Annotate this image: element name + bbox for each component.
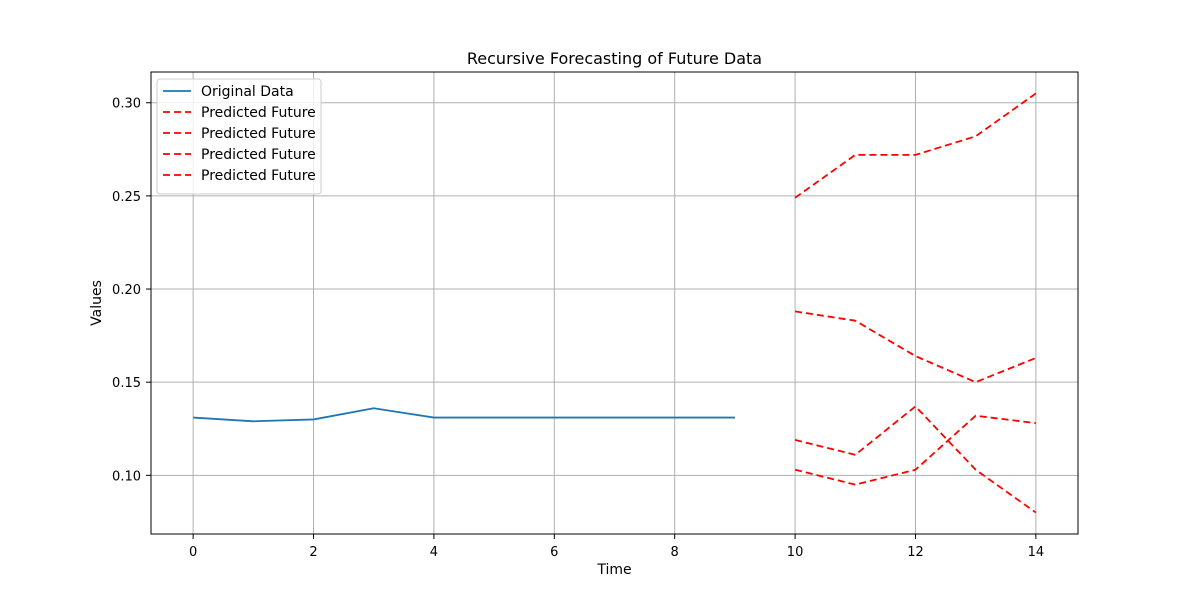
- legend-box: [156, 78, 322, 195]
- legend-label-4: Predicted Future: [201, 168, 316, 184]
- legend: Original Data Predicted Future Predicted F…: [156, 78, 322, 195]
- y-tick-label: 0.25: [112, 190, 141, 205]
- chart-title: Recursive Forecasting of Future Data: [467, 49, 762, 68]
- grid-layer: [151, 72, 1078, 534]
- y-tick-label: 0.15: [112, 376, 141, 391]
- x-axis-label: Time: [596, 562, 631, 578]
- x-tick-label: 14: [1028, 545, 1045, 560]
- x-tick-label: 10: [787, 545, 804, 560]
- legend-label-3: Predicted Future: [201, 147, 316, 163]
- series-line-0: [193, 407, 735, 423]
- x-tick-label: 4: [430, 545, 438, 560]
- x-tick-label: 12: [907, 545, 924, 560]
- legend-label-0: Original Data: [201, 84, 294, 100]
- x-tick-label: 8: [671, 545, 679, 560]
- series-line-4: [794, 414, 1036, 486]
- tick-layer: [146, 102, 1037, 539]
- series-layer: [193, 92, 1037, 514]
- x-tick-label: 6: [550, 545, 558, 560]
- legend-label-1: Predicted Future: [201, 105, 316, 121]
- y-tick-label: 0.20: [112, 283, 141, 298]
- x-tick-label: 2: [309, 545, 317, 560]
- plot-area-frame: [150, 71, 1079, 535]
- series-line-1: [794, 92, 1037, 199]
- y-tick-label: 0.10: [112, 469, 141, 484]
- y-tick-label: 0.30: [112, 97, 141, 112]
- tick-label-layer: 0 2 4 6 8 10 12 14 0.10 0.15 0.20 0.25 0.30: [112, 97, 1044, 560]
- y-axis-label: Values: [89, 280, 105, 326]
- x-tick-label: 0: [189, 545, 197, 560]
- legend-label-2: Predicted Future: [201, 126, 316, 142]
